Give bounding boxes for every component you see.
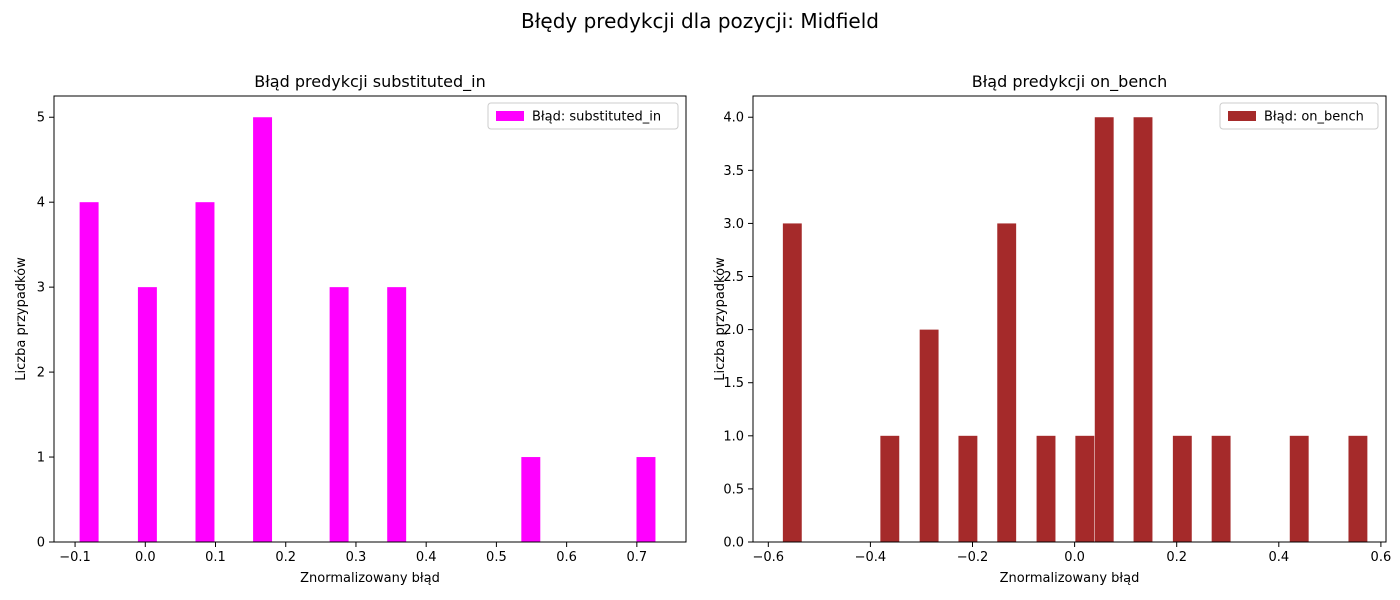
x-tick-label: −0.2	[957, 550, 989, 565]
y-tick-label: 0.0	[723, 536, 744, 551]
bar	[137, 287, 157, 542]
x-tick-label: 0.4	[1268, 550, 1289, 565]
y-tick-label: 2.5	[723, 270, 744, 285]
y-tick-label: 2.0	[723, 323, 744, 338]
x-tick-label: 0.6	[556, 550, 577, 565]
x-axis-label: Znormalizowany błąd	[300, 571, 440, 586]
y-tick-label: 1	[37, 451, 45, 466]
y-tick-label: 4	[37, 196, 45, 211]
x-tick-label: −0.4	[855, 550, 887, 565]
bar	[329, 287, 349, 542]
chart-title: Błąd predykcji substituted_in	[254, 72, 485, 92]
plot-frame	[53, 95, 687, 543]
bar	[1289, 435, 1309, 542]
bar	[253, 117, 273, 542]
bar	[1211, 435, 1231, 542]
legend: Błąd: substituted_in	[487, 102, 679, 130]
bar	[636, 457, 656, 542]
y-tick-label: 0.5	[723, 482, 744, 497]
y-tick-label: 3.5	[723, 164, 744, 179]
bar	[880, 435, 900, 542]
bar	[1036, 435, 1056, 542]
y-axis-label: Liczba przypadków	[713, 257, 728, 381]
chart-title: Błąd predykcji on_bench	[972, 72, 1167, 92]
bar	[919, 329, 939, 542]
y-tick-label: 3.0	[723, 217, 744, 232]
x-tick-label: 0.0	[1064, 550, 1085, 565]
x-tick-label: 0.5	[486, 550, 507, 565]
y-tick-label: 0	[37, 536, 45, 551]
legend: Błąd: on_bench	[1219, 102, 1379, 130]
bar	[1172, 435, 1192, 542]
y-tick-label: 4.0	[723, 111, 744, 126]
legend-label: Błąd: on_bench	[1264, 110, 1364, 125]
y-tick-label: 3	[37, 281, 45, 296]
legend-label: Błąd: substituted_in	[532, 110, 661, 125]
x-tick-label: −0.1	[59, 550, 91, 565]
bar	[782, 223, 802, 542]
chart-2: −0.6 −0.4 −0.2 0.0 0.2 0.4 0.6 0.0 0.5 1.0 1.5 2.0 2…	[713, 72, 1391, 586]
bar	[997, 223, 1017, 542]
x-tick-label: 0.2	[275, 550, 296, 565]
y-tick-label: 2	[37, 366, 45, 381]
x-tick-label: 0.7	[627, 550, 648, 565]
legend-box	[1219, 102, 1379, 130]
bar	[1133, 117, 1153, 542]
figure-title: Błędy predykcji dla pozycji: Midfield	[521, 9, 879, 33]
bar	[1094, 117, 1114, 542]
plot-frame	[752, 95, 1387, 543]
x-tick-label: 0.6	[1371, 550, 1392, 565]
legend-swatch	[496, 111, 524, 121]
bar	[387, 287, 407, 542]
y-axis-label: Liczba przypadków	[14, 257, 29, 381]
x-tick-label: 0.2	[1166, 550, 1187, 565]
bar	[79, 202, 99, 542]
x-tick-label: −0.6	[753, 550, 785, 565]
y-tick-label: 5	[37, 111, 45, 126]
bar	[1348, 435, 1368, 542]
y-tick-label: 1.0	[723, 429, 744, 444]
x-axis-label: Znormalizowany błąd	[1000, 571, 1140, 586]
bar	[521, 457, 541, 542]
legend-swatch	[1228, 111, 1256, 121]
bar	[195, 202, 215, 542]
bar	[958, 435, 978, 542]
legend-box	[487, 102, 679, 130]
bar	[1075, 435, 1095, 542]
chart-1: −0.1 0.0 0.1 0.2 0.3 0.4 0.5 0.6 0.7 0 1 2 3 4 5 Błąd p…	[14, 72, 687, 586]
x-tick-label: 0.4	[416, 550, 437, 565]
y-tick-label: 1.5	[723, 376, 744, 391]
x-tick-label: 0.3	[346, 550, 367, 565]
x-tick-label: 0.1	[205, 550, 226, 565]
x-tick-label: 0.0	[135, 550, 156, 565]
